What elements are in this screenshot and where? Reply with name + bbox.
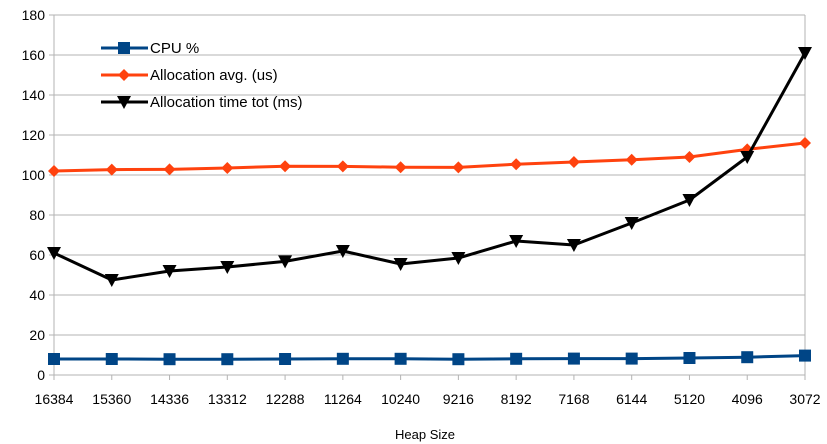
data-point <box>451 252 466 265</box>
x-tick-label: 11264 <box>324 391 362 407</box>
x-tick-label: 16384 <box>35 391 74 407</box>
series-line <box>53 52 807 282</box>
data-point <box>105 353 118 365</box>
data-point <box>566 239 581 252</box>
y-tick-label: 60 <box>29 247 45 263</box>
grid <box>53 14 806 376</box>
x-tick-label: 5120 <box>674 391 705 407</box>
legend-swatch-marker <box>118 42 130 54</box>
data-point <box>335 245 350 258</box>
legend-item: CPU % <box>101 40 199 57</box>
series-line <box>54 354 806 361</box>
legend-label: CPU % <box>150 40 199 57</box>
data-point <box>48 165 60 177</box>
y-tick-label: 40 <box>29 287 45 303</box>
y-tick-label: 140 <box>22 87 46 103</box>
x-tick-label: 6144 <box>616 391 647 407</box>
data-point <box>105 163 118 176</box>
data-point <box>510 352 523 365</box>
x-tick-label: 10240 <box>381 391 420 407</box>
y-tick-label: 80 <box>29 207 45 223</box>
x-tick-label: 9216 <box>443 391 474 407</box>
x-tick-label: 8192 <box>501 391 532 407</box>
data-point <box>452 353 465 366</box>
x-tick-label: 14336 <box>150 391 189 407</box>
data-point <box>221 162 234 174</box>
legend-label: Allocation avg. (us) <box>150 67 278 84</box>
data-point <box>163 163 176 176</box>
data-point <box>394 161 407 174</box>
y-tick-label: 160 <box>22 47 46 63</box>
x-axis: 16384 15360 14336 13312 12288 11264 10240 9216 8… <box>35 375 821 407</box>
data-point <box>567 352 580 365</box>
data-point <box>162 265 177 278</box>
data-point <box>394 352 407 365</box>
data-point <box>452 161 465 174</box>
data-point <box>683 151 696 163</box>
x-tick-label: 15360 <box>92 391 131 407</box>
data-point <box>336 352 349 365</box>
data-point <box>279 353 292 365</box>
data-point <box>510 158 523 171</box>
data-point <box>279 160 292 173</box>
legend-item: Allocation avg. (us) <box>101 67 278 84</box>
x-tick-label: 4096 <box>732 391 763 407</box>
y-tick-label: 180 <box>22 7 46 23</box>
series-line <box>53 141 806 173</box>
data-point <box>393 258 408 271</box>
data-point <box>798 47 812 60</box>
data-point <box>567 156 580 168</box>
data-point <box>509 235 524 248</box>
data-point <box>221 353 234 366</box>
series-2 <box>47 47 812 287</box>
x-tick-label: 3072 <box>789 391 820 407</box>
data-point <box>104 274 119 287</box>
x-tick-label: 12288 <box>266 391 305 407</box>
data-point <box>47 247 61 260</box>
data-point <box>624 217 639 230</box>
data-point <box>220 261 235 274</box>
data-point <box>48 353 60 365</box>
legend-item: Allocation time tot (ms) <box>101 94 303 111</box>
data-point <box>625 352 638 365</box>
series-1 <box>48 137 811 177</box>
legend-swatch-marker <box>117 96 131 109</box>
data-point <box>625 153 638 166</box>
data-point <box>682 194 697 207</box>
data-point <box>278 255 293 269</box>
y-tick-label: 0 <box>37 367 45 383</box>
series-group <box>47 47 812 366</box>
data-point <box>683 352 696 364</box>
x-tick-label: 13312 <box>208 391 247 407</box>
data-point <box>799 137 811 149</box>
data-point <box>740 151 755 164</box>
y-axis: 0 20 40 60 80 100 120 140 160 180 <box>22 7 54 383</box>
data-point <box>336 160 349 173</box>
legend: CPU % Allocation avg. (us) Allocation time… <box>101 40 303 111</box>
data-point <box>163 353 176 366</box>
y-tick-label: 120 <box>22 127 46 143</box>
x-tick-label: 7168 <box>558 391 589 407</box>
legend-label: Allocation time tot (ms) <box>150 94 303 111</box>
x-axis-label: Heap Size <box>395 427 455 442</box>
data-point <box>799 349 811 362</box>
series-0 <box>48 349 811 366</box>
y-tick-label: 20 <box>29 327 45 343</box>
legend-swatch-marker <box>118 69 130 81</box>
y-tick-label: 100 <box>22 167 46 183</box>
data-point <box>741 351 754 364</box>
